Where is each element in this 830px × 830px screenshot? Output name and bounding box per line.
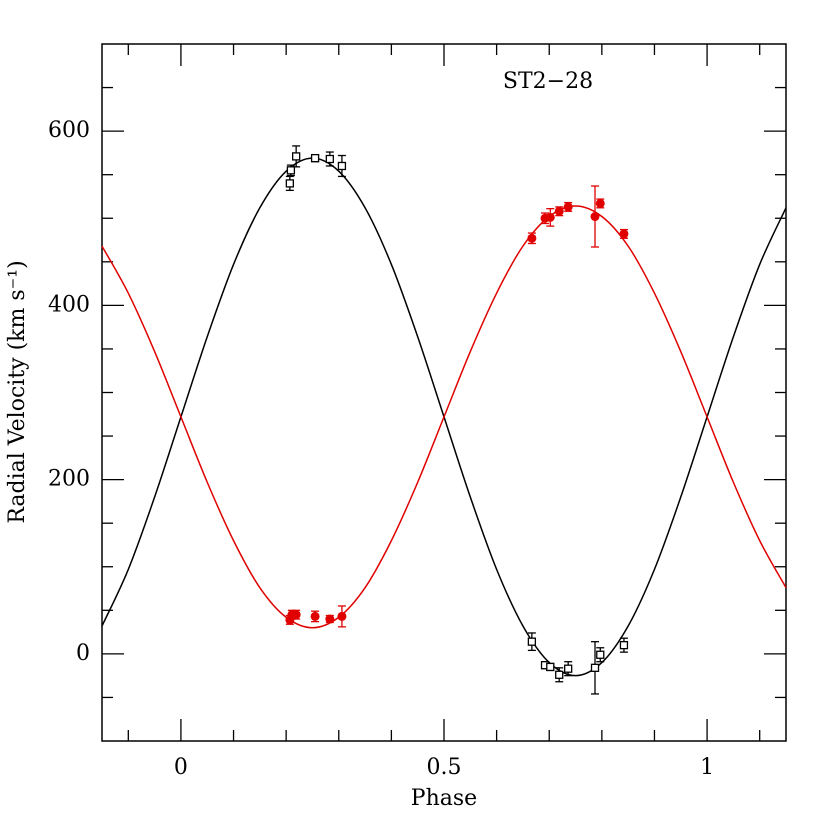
data-point	[292, 152, 301, 161]
data-point	[590, 212, 600, 222]
data-point	[554, 206, 564, 216]
data-point	[596, 650, 605, 659]
data-point	[325, 154, 334, 164]
x-axis-label: Phase	[411, 786, 477, 811]
data-point	[564, 664, 573, 673]
data-point	[337, 161, 347, 171]
y-tick-label: 400	[48, 292, 90, 317]
data-point	[595, 198, 605, 208]
data-point	[291, 610, 301, 620]
y-tick-label: 200	[48, 467, 90, 492]
data-point	[310, 153, 320, 163]
data-point	[619, 229, 629, 239]
data-point	[286, 166, 296, 175]
data-point	[619, 641, 629, 650]
annotation: ST2−28	[503, 69, 593, 94]
y-tick-label: 0	[76, 641, 90, 666]
model-curve	[101, 205, 787, 629]
y-tick-label: 600	[48, 118, 90, 143]
data-point	[310, 611, 320, 621]
x-tick-label: 0.5	[427, 755, 462, 780]
data-point	[545, 212, 555, 222]
plot-frame	[101, 43, 787, 742]
x-tick-label: 0	[174, 755, 188, 780]
data-point	[527, 637, 537, 646]
data-point	[527, 233, 537, 243]
y-axis-label: Radial Velocity (km s⁻¹)	[5, 260, 30, 523]
data-point	[337, 611, 347, 621]
data-point	[563, 202, 573, 212]
data-point	[590, 663, 600, 672]
data-point	[285, 179, 294, 188]
data-point	[546, 662, 555, 672]
x-tick-label: 1	[700, 755, 714, 780]
data-point	[555, 670, 564, 679]
data-point	[325, 614, 335, 624]
